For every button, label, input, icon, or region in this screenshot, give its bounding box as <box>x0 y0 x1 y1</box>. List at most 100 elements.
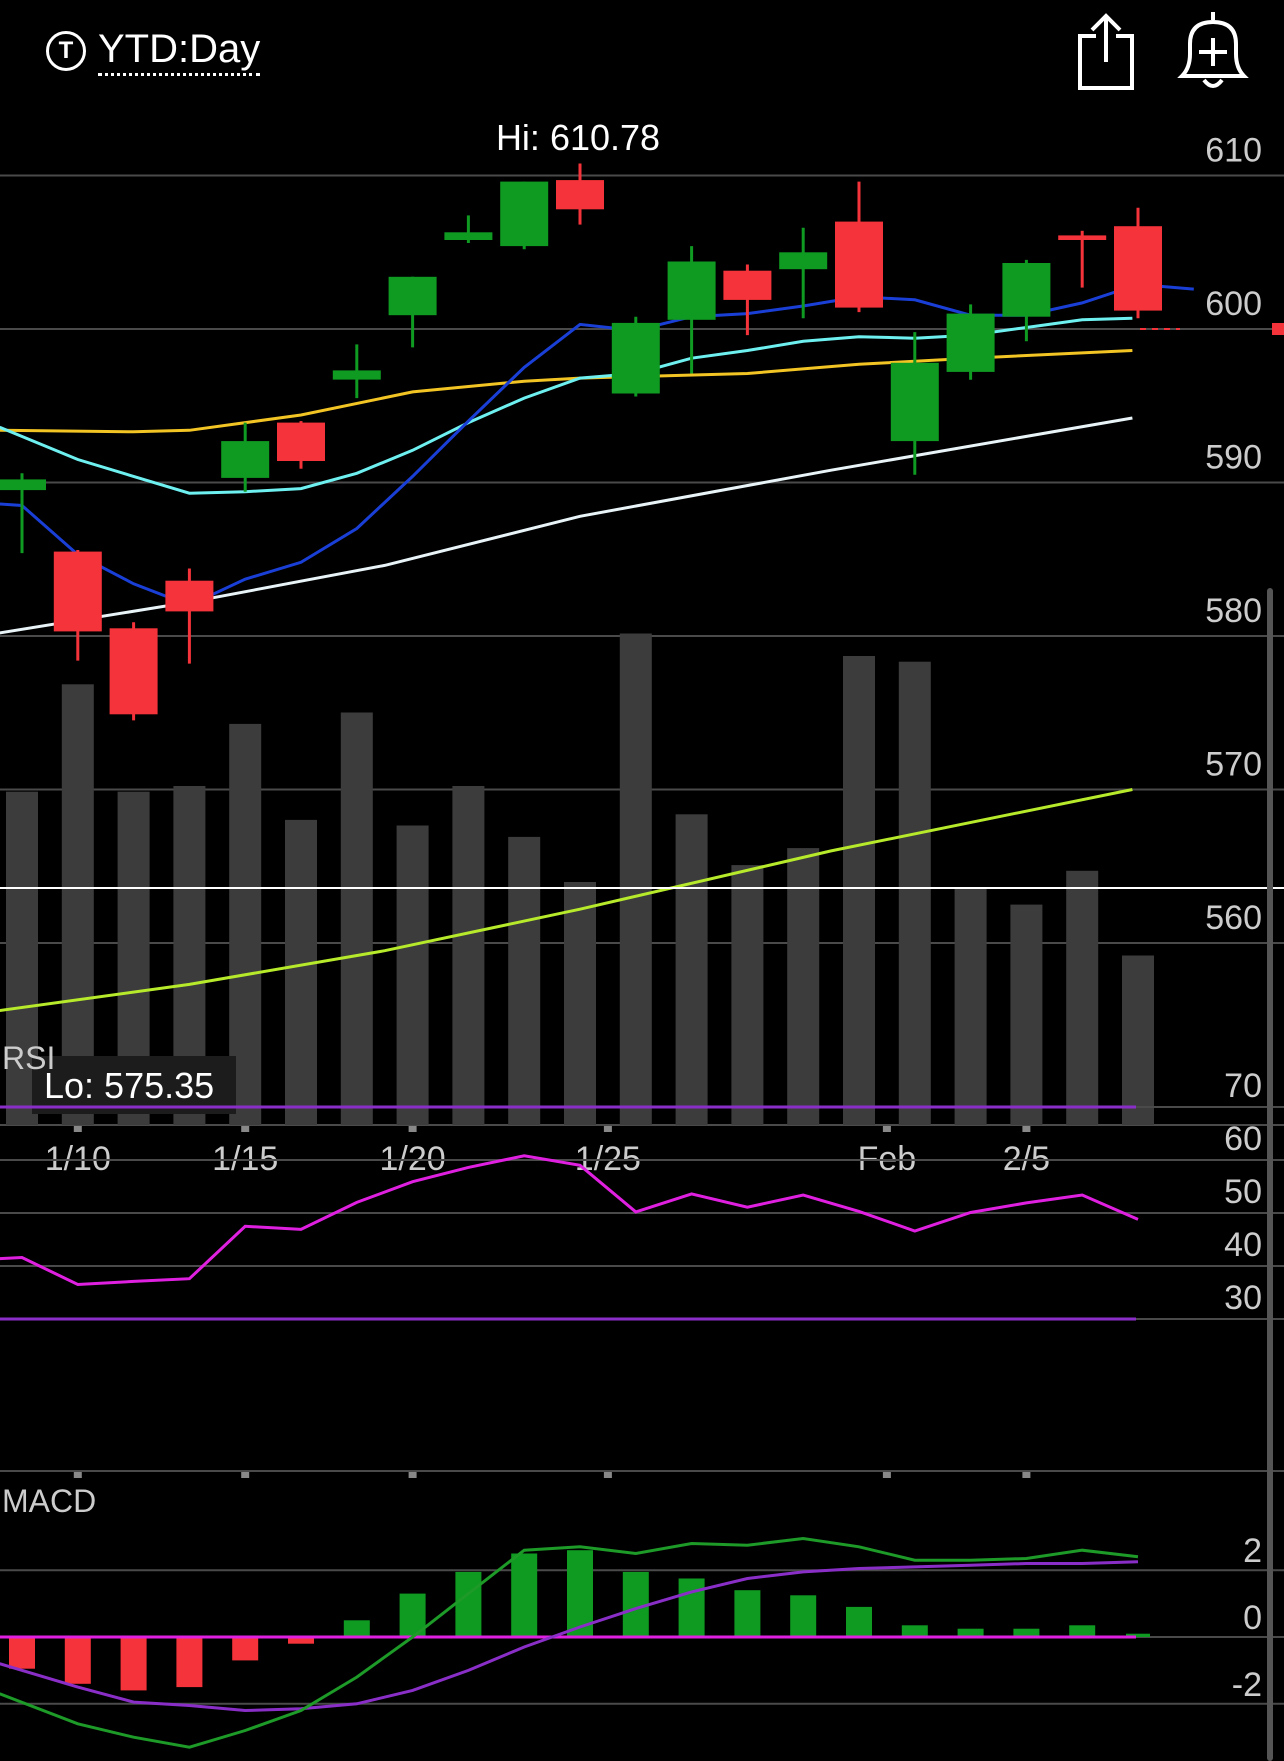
rsi-title: RSI <box>2 1040 55 1076</box>
macd-histogram-bar <box>455 1571 482 1637</box>
date-axis: 1/10 1/15 1/20 1/25 Feb 2/5 <box>45 1126 1050 1478</box>
macd-tick-label: -2 <box>1232 1666 1262 1704</box>
volume-bar <box>898 661 931 1125</box>
candle-body <box>611 322 660 394</box>
macd-histogram-bar <box>1069 1625 1096 1637</box>
volume-bar <box>954 887 987 1125</box>
macd-histogram-bar <box>120 1637 147 1691</box>
candle-body <box>109 628 158 715</box>
macd-line <box>0 1536 1139 1749</box>
macd-histogram-bar <box>678 1578 705 1637</box>
volume-bar <box>843 656 875 1125</box>
volume-bar <box>452 786 485 1125</box>
candle-body <box>0 479 46 491</box>
rsi-tick-label: 60 <box>1224 1120 1262 1158</box>
macd-title: MACD <box>2 1483 96 1519</box>
candle-body <box>165 580 214 612</box>
price-candles[interactable] <box>0 163 1162 721</box>
candle-body <box>53 551 102 632</box>
last-price-marker <box>1272 323 1284 335</box>
price-tick-label: 570 <box>1205 746 1262 784</box>
candle-body <box>500 181 549 247</box>
date-tick-mark <box>241 1126 250 1132</box>
price-tick-label: 580 <box>1205 592 1262 630</box>
volume-bar <box>619 633 652 1126</box>
volume-bar <box>396 825 429 1125</box>
candle-body <box>1114 226 1162 311</box>
share-button[interactable] <box>1072 10 1142 90</box>
macd-histogram-bar <box>232 1637 259 1661</box>
macd-histogram-bar <box>176 1637 203 1688</box>
high-label: Hi: 610.78 <box>496 117 660 158</box>
rsi-tick-label: 70 <box>1224 1067 1262 1105</box>
price-tick-label: 610 <box>1205 132 1262 170</box>
share-icon <box>1078 13 1134 90</box>
low-label: Lo: 575.35 <box>44 1065 214 1106</box>
candle-body <box>779 252 828 270</box>
candle-body <box>1002 263 1051 317</box>
candle-body <box>388 276 437 316</box>
macd-signal-line <box>0 1560 1139 1713</box>
macd-histogram-bar <box>64 1637 91 1684</box>
rsi-tick-label: 40 <box>1224 1226 1262 1264</box>
candle-body <box>556 180 604 210</box>
rsi-tick-mark <box>882 1472 891 1478</box>
volume-bar <box>1122 955 1154 1125</box>
volume-bars <box>6 633 1154 1126</box>
volume-bar <box>340 712 373 1125</box>
date-tick-mark <box>603 1126 612 1132</box>
volume-bar <box>1010 904 1043 1125</box>
price-tick-label: 590 <box>1205 439 1262 477</box>
candle-body <box>332 370 381 380</box>
volume-bar <box>564 882 596 1125</box>
macd-histogram-bar <box>957 1628 984 1637</box>
macd-histogram-bar <box>343 1620 370 1637</box>
rsi-line <box>0 1154 1139 1287</box>
timeframe-label[interactable]: YTD:Day <box>98 27 261 76</box>
rsi-tick-label: 30 <box>1224 1279 1262 1317</box>
ticker-type-icon: T <box>46 31 86 71</box>
candle-body <box>221 441 270 478</box>
add-alert-button[interactable] <box>1176 10 1250 94</box>
macd-histogram-bar <box>1013 1628 1040 1637</box>
rsi-tick-label: 50 <box>1224 1173 1262 1211</box>
macd-histogram-bar <box>790 1595 817 1638</box>
low-label-bg <box>32 1056 236 1114</box>
scrollbar[interactable] <box>1267 588 1273 1761</box>
chart-header: T YTD:Day <box>0 0 1284 100</box>
candle-body <box>277 422 325 461</box>
timeframe-selector[interactable]: T YTD:Day <box>46 26 261 76</box>
macd-histogram-bar <box>511 1553 538 1637</box>
candle-body <box>444 232 493 240</box>
candle-body <box>890 362 939 442</box>
macd-histogram-bar <box>901 1625 928 1637</box>
rsi-tick-mark <box>408 1472 417 1478</box>
price-tick-label: 600 <box>1205 285 1262 323</box>
volume-bar <box>675 814 708 1126</box>
date-tick-mark <box>408 1126 417 1132</box>
date-tick-mark <box>1022 1126 1031 1132</box>
macd-histogram-bar <box>734 1590 761 1637</box>
candle-body <box>1058 235 1107 240</box>
volume-bar <box>1066 870 1099 1126</box>
moving-average-line <box>0 788 1133 1012</box>
candle-body <box>946 313 995 372</box>
macd-histogram-bar <box>567 1550 593 1637</box>
add-alert-bell-icon <box>1177 12 1249 88</box>
volume-bar <box>787 848 820 1125</box>
price-axis: 610 600 590 580 570 560 <box>1140 132 1284 937</box>
macd-histogram-bar <box>846 1606 872 1637</box>
candle-body <box>667 261 716 320</box>
rsi-panel: RSI 70 60 50 40 30 <box>0 1040 1284 1472</box>
rsi-tick-mark <box>241 1472 250 1478</box>
rsi-tick-mark <box>1022 1472 1031 1478</box>
macd-tick-label: 0 <box>1243 1599 1262 1637</box>
volume-bar <box>285 819 317 1125</box>
price-tick-label: 560 <box>1205 899 1262 937</box>
moving-average-line <box>0 416 1133 635</box>
date-tick-mark <box>882 1126 891 1132</box>
volume-bar <box>731 865 764 1125</box>
macd-tick-label: 2 <box>1243 1532 1262 1570</box>
macd-histogram-bar <box>1126 1633 1150 1637</box>
